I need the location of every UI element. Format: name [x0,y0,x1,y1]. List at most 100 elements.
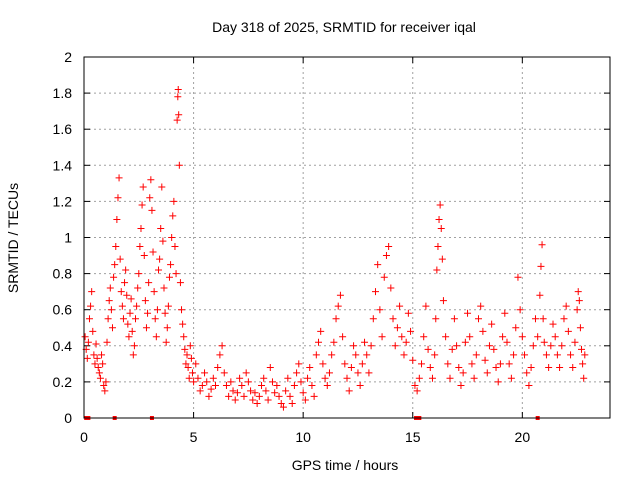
x-axis-ticks: 0 5 10 15 20 [80,57,530,445]
data-point [516,306,524,314]
data-point [179,320,187,328]
data-point [167,261,175,269]
data-point [118,302,126,310]
data-point [510,351,518,359]
data-point [319,360,327,368]
data-point [578,345,586,353]
data-point [190,378,198,386]
data-point [468,360,476,368]
data-point [112,243,120,251]
data-point [144,309,152,317]
data-point [537,262,545,270]
data-point [115,174,123,182]
data-point [391,342,399,350]
data-point [371,288,379,296]
data-point [236,374,244,382]
data-point [310,392,318,400]
data-point [325,369,333,377]
data-point [432,315,440,323]
data-point [108,324,116,332]
data-point [104,315,112,323]
data-point [573,306,581,314]
data-point [477,302,485,310]
data-point [369,315,377,323]
data-point [260,374,268,382]
data-point [472,351,480,359]
data-point [119,315,127,323]
data-point [240,392,248,400]
data-point [151,315,159,323]
data-point [521,351,529,359]
data-point [159,237,167,245]
data-point [503,338,511,346]
data-point [286,392,294,400]
data-point [365,369,373,377]
data-point [398,333,406,341]
data-point [545,363,553,371]
data-point [83,354,91,362]
data-point [99,360,107,368]
data-point [98,351,106,359]
y-tick-label: 0 [64,410,72,426]
data-point [165,273,173,281]
data-point [123,291,131,299]
data-point [529,342,537,350]
data-point [299,389,307,397]
data-point [117,288,125,296]
data-point [404,309,412,317]
data-point [129,351,137,359]
data-point [149,248,157,256]
data-point [174,93,182,101]
data-point [420,333,428,341]
data-point [542,351,550,359]
data-points [81,85,589,420]
data-point [571,338,579,346]
data-point [295,360,303,368]
data-point [279,403,287,411]
data-point [488,320,496,328]
data-point [457,382,465,390]
data-point [249,396,257,404]
data-point [130,342,138,350]
y-tick-label: 0.2 [53,374,73,390]
data-point [146,194,154,202]
data-point [461,338,469,346]
y-axis-ticks: 0 0.2 0.4 0.6 0.8 1 1.2 1.4 1.6 1.8 2 [53,49,610,426]
data-point [133,302,141,310]
data-point [273,382,281,390]
data-point [126,309,134,317]
data-point [194,374,202,382]
y-tick-label: 1.8 [53,85,73,101]
data-point [558,342,566,350]
data-point [96,374,104,382]
data-point [308,382,316,390]
data-point [376,306,384,314]
data-point [102,378,110,386]
data-point [255,392,263,400]
data-point [84,338,92,346]
data-point [470,374,478,382]
data-point [514,273,522,281]
data-point [172,270,180,278]
data-point [301,396,309,404]
data-point [428,374,436,382]
data-point [150,288,158,296]
data-point [141,297,149,305]
y-tick-label: 1 [64,230,72,246]
data-point [196,387,204,395]
data-point [89,327,97,335]
data-point [145,279,153,287]
data-point [282,387,290,395]
data-point [499,333,507,341]
data-point [374,261,382,269]
data-point [188,369,196,377]
data-point [330,338,338,346]
data-point [168,234,176,241]
data-point [549,320,557,328]
data-point [518,333,526,341]
data-point [155,266,163,274]
data-point [304,374,312,382]
data-point [534,333,542,341]
data-point [132,315,140,323]
data-point [140,252,148,260]
